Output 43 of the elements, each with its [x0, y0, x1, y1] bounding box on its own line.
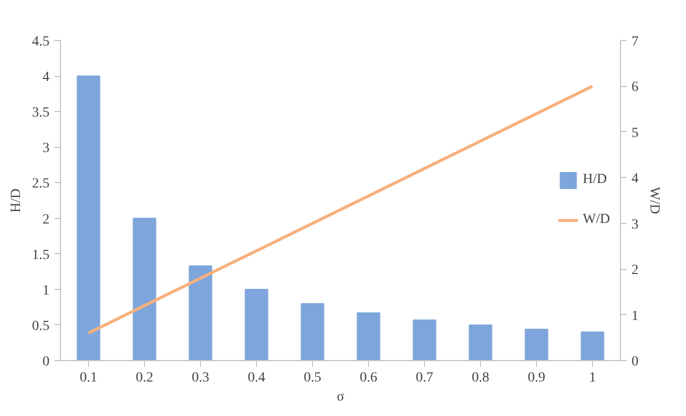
y-tick-label: 1.5: [32, 248, 50, 263]
x-tick-label: 0.9: [528, 370, 546, 386]
bar: [300, 303, 324, 360]
x-axis-title: σ: [336, 390, 345, 404]
y-tick-label: 2.5: [32, 176, 50, 192]
x-tick-label: 0.5: [304, 370, 322, 386]
bar: [76, 76, 100, 360]
x-tick-label: 1: [589, 370, 596, 386]
y2-tick-label: 4: [632, 172, 638, 187]
y-tick-label: 4.5: [32, 34, 50, 50]
bar: [356, 312, 380, 360]
bar: [580, 332, 604, 360]
bar: [188, 265, 212, 360]
x-tick-label: 0.8: [472, 370, 490, 386]
y2-tick-label: 3: [632, 217, 638, 232]
bar: [244, 288, 268, 360]
y2-tick-label: 7: [632, 34, 638, 50]
y-tick-label: 2: [42, 212, 50, 228]
x-tick-label: 0.2: [136, 370, 154, 386]
y-tick-label: 4: [42, 70, 50, 86]
x-tick-label: 0.3: [192, 370, 210, 386]
y-tick-label: 0: [42, 354, 50, 370]
y-axis-title: H/D: [9, 188, 24, 213]
y-tick-label: 3.5: [32, 106, 50, 121]
y2-axis-title: W/D: [646, 186, 662, 214]
legend-label: H/D: [582, 172, 607, 188]
y2-tick-label: 1: [632, 308, 638, 324]
x-tick-label: 0.4: [248, 370, 266, 386]
bar: [524, 328, 548, 360]
y-tick-label: 3: [42, 141, 50, 156]
x-tick-label: 0.1: [80, 370, 98, 386]
legend-label: W/D: [582, 212, 610, 228]
bar: [132, 218, 156, 360]
bar: [412, 319, 436, 360]
y-tick-label: 0.5: [32, 318, 50, 334]
y2-tick-label: 2: [632, 263, 638, 278]
y2-tick-label: 5: [632, 126, 638, 141]
y2-tick-label: 0: [632, 354, 638, 370]
y2-tick-label: 6: [632, 80, 638, 96]
x-tick-label: 0.7: [416, 370, 434, 386]
bar: [468, 324, 492, 360]
x-tick-label: 0.6: [360, 370, 378, 386]
y-tick-label: 1: [42, 283, 50, 298]
